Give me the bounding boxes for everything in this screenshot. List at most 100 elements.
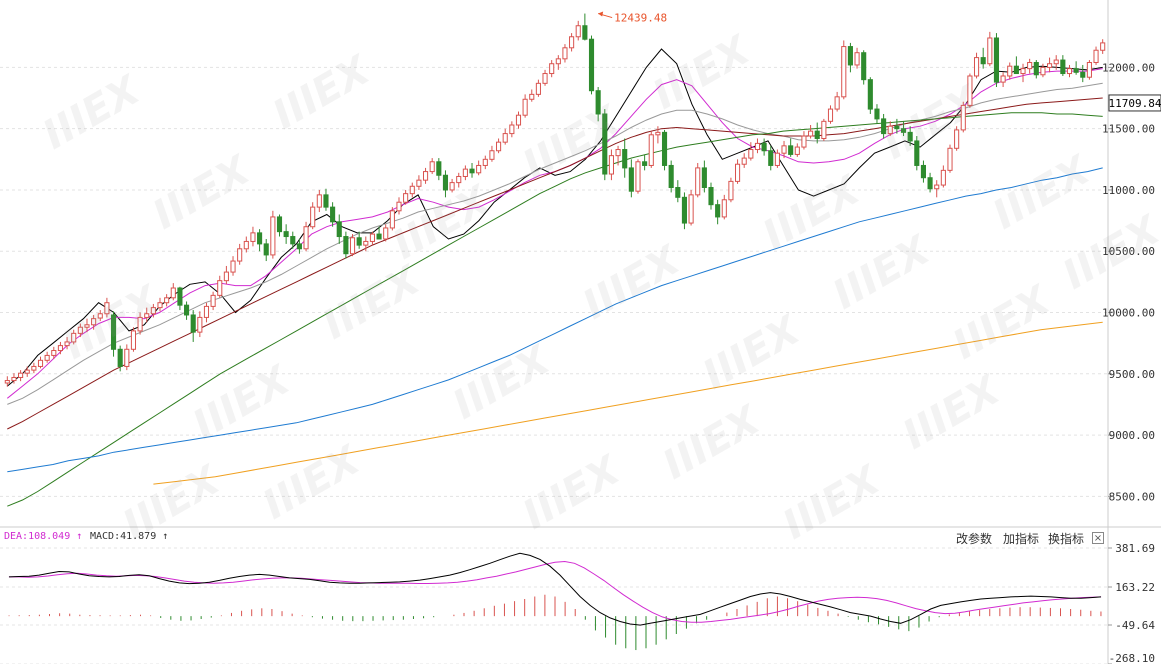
ma30-line <box>7 97 1103 430</box>
candle <box>336 214 342 244</box>
candle-body <box>980 57 986 65</box>
y-tick-label: 11000.00 <box>1102 184 1155 197</box>
candle <box>24 366 30 377</box>
candle-body <box>356 237 362 246</box>
candle <box>575 20 581 41</box>
candle <box>562 44 568 63</box>
candle-body <box>821 120 827 139</box>
candle <box>422 167 429 184</box>
candle <box>967 73 973 108</box>
candle <box>44 351 50 363</box>
candle-body <box>960 104 966 131</box>
candle-body <box>310 206 316 228</box>
candle-body <box>469 168 475 174</box>
candle <box>728 177 734 203</box>
candle-body <box>628 167 634 192</box>
candle-body <box>77 326 83 334</box>
candle-body <box>449 182 455 191</box>
candle <box>688 189 694 226</box>
candle <box>588 35 595 95</box>
candle <box>476 160 482 176</box>
candle <box>449 178 455 193</box>
candle <box>316 189 322 213</box>
candle-body <box>794 146 800 155</box>
candle <box>170 283 176 301</box>
candle <box>1000 72 1006 88</box>
candle <box>124 344 130 371</box>
candle-body <box>51 350 57 356</box>
candle <box>150 303 156 318</box>
candle <box>648 131 654 168</box>
candle <box>555 55 561 70</box>
candle-body <box>735 163 741 182</box>
candle <box>376 226 382 240</box>
candle-body <box>4 380 10 384</box>
candle-body <box>389 210 395 229</box>
candle-body <box>1060 59 1066 75</box>
candle-body <box>436 161 442 176</box>
candle <box>874 104 880 124</box>
candle <box>496 138 502 154</box>
candle-body <box>695 167 701 196</box>
candle <box>356 231 362 249</box>
candle-body <box>675 187 681 198</box>
candle-body <box>947 147 953 171</box>
candle-body <box>1047 63 1053 68</box>
candle-body <box>741 157 747 165</box>
candle <box>1053 55 1059 70</box>
add-indicator-button[interactable]: 加指标 <box>1003 532 1040 546</box>
candle-body <box>97 313 103 319</box>
candle-body <box>569 36 575 49</box>
candle <box>867 77 873 114</box>
candle-body <box>894 125 900 130</box>
candle <box>469 163 475 178</box>
candle-body <box>582 25 588 40</box>
candle-body <box>243 240 249 250</box>
candle-body <box>648 134 654 166</box>
candle-body <box>748 149 754 159</box>
candle <box>754 138 761 154</box>
candle-body <box>509 124 515 135</box>
candle-body <box>429 161 435 173</box>
candle <box>290 231 296 249</box>
candle <box>137 312 143 335</box>
candle <box>1100 39 1106 54</box>
candle-body <box>409 185 415 195</box>
candle-body <box>150 307 156 315</box>
candle <box>283 224 289 244</box>
y-tick-label: 9000.00 <box>1109 429 1155 442</box>
candle-body <box>1027 62 1033 70</box>
candle <box>1086 60 1092 80</box>
candle-body <box>575 25 581 38</box>
candle-body <box>754 142 761 151</box>
candle <box>834 91 840 112</box>
candle <box>442 170 449 198</box>
candle-body <box>197 316 203 333</box>
candle-body <box>1093 49 1099 64</box>
candle-body <box>608 155 614 175</box>
candle-body <box>781 145 787 154</box>
y-tick-label: 9500.00 <box>1109 368 1155 381</box>
close-icon[interactable]: × <box>1092 532 1104 544</box>
candle-body <box>18 372 24 378</box>
candle <box>582 13 588 41</box>
candle-body <box>190 314 196 333</box>
candle <box>774 149 780 168</box>
candle-body <box>1086 62 1092 78</box>
switch-indicator-button[interactable]: 换指标 <box>1048 532 1085 546</box>
candle <box>735 159 741 184</box>
ma120-line <box>7 167 1103 473</box>
candle <box>741 153 747 168</box>
candle-body <box>887 125 893 135</box>
candle-body <box>1053 59 1059 65</box>
candle <box>788 138 794 157</box>
candle <box>184 301 190 320</box>
change-params-button[interactable]: 改参数 <box>956 532 993 546</box>
candle-body <box>462 168 468 177</box>
candle <box>781 140 787 159</box>
candle <box>77 323 83 338</box>
candle <box>861 50 867 85</box>
candle <box>900 121 907 137</box>
candle-body <box>535 82 541 95</box>
